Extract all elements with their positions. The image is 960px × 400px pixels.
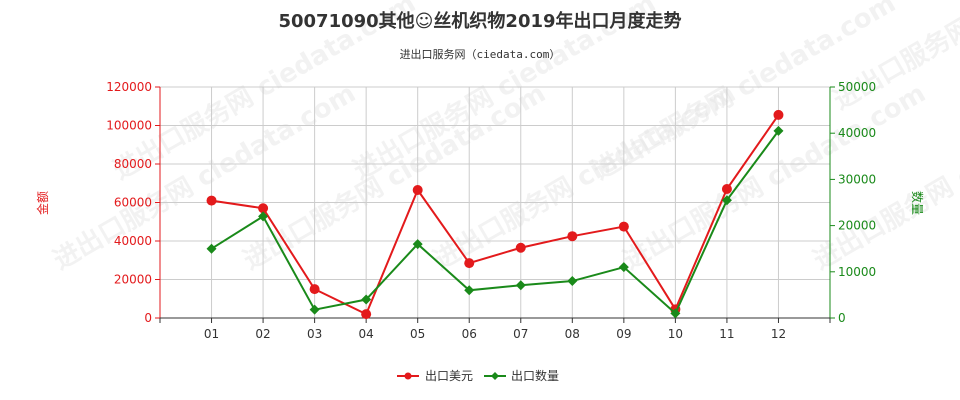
x-tick-label: 10 [668,327,683,341]
data-point[interactable] [618,221,629,232]
x-tick-label: 01 [204,327,219,341]
x-tick-label: 03 [307,327,322,341]
legend-item-usd[interactable]: 出口美元 [397,369,473,383]
x-tick-label: 08 [565,327,580,341]
legend-item-quantity[interactable]: 出口数量 [484,368,559,383]
legend: 出口美元 出口数量 [397,368,559,383]
chart-subtitle: 进出口服务网（ciedata.com） [400,47,561,61]
left-axis-ticks: 0 20000 40000 60000 80000 100000 120000 [106,80,160,325]
left-tick-label: 80000 [114,157,152,171]
x-tick-label: 02 [255,327,270,341]
left-tick-label: 0 [144,311,152,325]
right-tick-label: 0 [838,311,846,325]
data-point[interactable] [412,184,423,195]
data-point[interactable] [515,242,526,253]
watermark-text: 进出口服务网 ciedata.com [619,78,931,276]
data-point[interactable] [206,243,217,254]
x-tick-label: 09 [616,327,631,341]
data-point[interactable] [309,304,320,315]
legend-label-usd: 出口美元 [425,369,473,383]
data-point[interactable] [258,211,269,222]
data-point[interactable] [670,308,681,319]
left-tick-label: 60000 [114,196,152,210]
left-axis-title: 金额 [35,191,50,215]
data-point[interactable] [464,258,475,269]
x-tick-label: 12 [771,327,786,341]
series-layer [206,109,784,320]
left-tick-label: 120000 [106,80,152,94]
right-axis-title: 数量 [910,191,925,215]
x-tick-label: 05 [410,327,425,341]
x-tick-label: 04 [359,327,374,341]
x-tick-label: 06 [462,327,477,341]
series-usd [206,109,784,320]
data-point[interactable] [721,184,732,195]
right-tick-label: 20000 [838,219,876,233]
series-line [211,114,780,316]
data-point[interactable] [361,294,372,305]
data-point[interactable] [567,276,578,287]
chart-title: 50071090其他☺丝机织物2019年出口月度走势 [278,10,681,32]
series-line [211,130,780,316]
data-point[interactable] [464,285,475,296]
data-point[interactable] [309,284,320,295]
x-tick-label: 07 [513,327,528,341]
right-tick-label: 30000 [838,172,876,186]
right-tick-label: 50000 [838,80,876,94]
right-tick-label: 40000 [838,126,876,140]
legend-marker-quantity [491,372,499,380]
data-point[interactable] [515,280,526,291]
data-point[interactable] [773,125,784,136]
left-tick-label: 100000 [106,119,152,133]
data-point[interactable] [618,262,629,273]
left-tick-label: 40000 [114,234,152,248]
legend-label-quantity: 出口数量 [511,368,559,383]
right-tick-label: 10000 [838,265,876,279]
data-point[interactable] [361,309,372,320]
x-tick-label: 11 [719,327,734,341]
data-point[interactable] [206,195,217,206]
x-axis-ticks: 01 02 03 04 05 06 07 08 09 10 11 12 [159,318,831,341]
data-point[interactable] [412,239,423,250]
data-point[interactable] [567,231,578,242]
left-tick-label: 20000 [114,273,152,287]
legend-marker-usd [404,372,412,380]
data-point[interactable] [258,203,269,214]
right-axis-ticks: 0 10000 20000 30000 40000 50000 [830,80,876,325]
series-quantity [206,125,784,319]
data-point[interactable] [773,109,784,120]
data-point[interactable] [721,195,732,206]
